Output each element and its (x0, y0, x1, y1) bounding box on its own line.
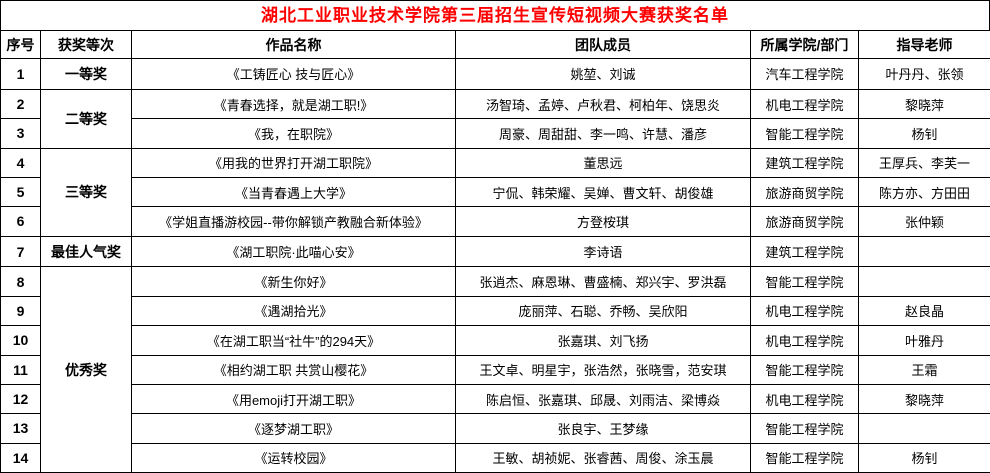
advisor-cell: 王厚兵、李芙一 (858, 147, 990, 178)
row-number-cell: 12 (0, 383, 41, 415)
table-row: 11 《相约湖工职 共赏山樱花》 王文卓、明星宇，张浩然，张晓雪，范安琪 智能工程学院… (0, 354, 990, 385)
table-row: 7 最佳人气奖 《湖工职院·此喵心安》 李诗语 建筑工程学院 (0, 235, 990, 268)
work-title-cell: 《工铸匠心 技与匠心》 (131, 58, 456, 90)
column-header-2: 作品名称 (131, 30, 456, 59)
advisor-cell (858, 413, 990, 444)
college-cell: 建筑工程学院 (750, 235, 859, 268)
work-title-cell: 《逐梦湖工职》 (131, 413, 456, 444)
table-row: 6 《学姐直播游校园--带你解锁产教融合新体验》 方登桉琪 旅游商贸学院 张仲颖 (0, 206, 990, 237)
row-number-cell: 7 (0, 235, 41, 268)
row-number-cell: 11 (0, 354, 41, 385)
college-cell: 智能工程学院 (750, 413, 859, 444)
team-members-cell: 周豪、周甜甜、李一鸣、许慧、潘彦 (455, 118, 751, 149)
page-title: 湖北工业职业技术学院第三届招生宣传短视频大赛获奖名单 (0, 0, 990, 30)
award-level-cell: 最佳人气奖 (40, 235, 132, 268)
row-number-cell: 5 (0, 176, 41, 208)
work-title-cell: 《运转校园》 (131, 442, 456, 473)
college-cell: 机电工程学院 (750, 88, 859, 120)
college-cell: 建筑工程学院 (750, 147, 859, 178)
table-row: 1 一等奖 《工铸匠心 技与匠心》 姚堃、刘诚 汽车工程学院 叶丹丹、张领 (0, 58, 990, 90)
college-cell: 智能工程学院 (750, 442, 859, 473)
row-number-cell: 9 (0, 295, 41, 327)
team-members-cell: 方登桉琪 (455, 206, 751, 237)
team-members-cell: 王文卓、明星宇，张浩然，张晓雪，范安琪 (455, 354, 751, 385)
work-title-cell: 《当青春遇上大学》 (131, 176, 456, 208)
table-row: 5 《当青春遇上大学》 宁侃、韩荣耀、吴婵、曹文轩、胡俊雄 旅游商贸学院 陈方亦、方田田 (0, 176, 990, 208)
work-title-cell: 《我，在职院》 (131, 118, 456, 149)
table-row: 3 《我，在职院》 周豪、周甜甜、李一鸣、许慧、潘彦 智能工程学院 杨钊 (0, 118, 990, 149)
awards-table: 序号 获奖等次 作品名称 团队成员 所属学院/部门 指导老师 1 一等奖 《工铸匠心 技与匠心… (0, 30, 990, 473)
advisor-cell: 陈方亦、方田田 (858, 176, 990, 208)
team-members-cell: 董思远 (455, 147, 751, 178)
team-members-cell: 张良宇、王梦缘 (455, 413, 751, 444)
advisor-cell (858, 266, 990, 297)
award-level-cell: 优秀奖 (40, 266, 132, 473)
table-row: 14 《运转校园》 王敏、胡祯妮、张睿茜、周俊、涂玉晨 智能工程学院 杨钊 (0, 442, 990, 473)
table-row: 9 《遇湖拾光》 庞丽萍、石聪、乔畅、吴欣阳 机电工程学院 赵良晶 (0, 295, 990, 327)
work-title-cell: 《在湖工职当“社牛”的294天》 (131, 325, 456, 356)
college-cell: 智能工程学院 (750, 266, 859, 297)
college-cell: 智能工程学院 (750, 118, 859, 149)
column-header-4: 所属学院/部门 (750, 30, 859, 59)
college-cell: 机电工程学院 (750, 295, 859, 327)
row-number-cell: 14 (0, 442, 41, 473)
team-members-cell: 李诗语 (455, 235, 751, 268)
row-number-cell: 8 (0, 266, 41, 297)
team-members-cell: 张嘉琪、刘飞扬 (455, 325, 751, 356)
row-number-cell: 3 (0, 118, 41, 149)
column-header-0: 序号 (0, 30, 41, 59)
row-number-cell: 10 (0, 325, 41, 356)
team-members-cell: 王敏、胡祯妮、张睿茜、周俊、涂玉晨 (455, 442, 751, 473)
table-row: 2 二等奖 《青春选择，就是湖工职!》 汤智琦、孟婷、卢秋君、柯柏年、饶思炎 机电工程学… (0, 88, 990, 149)
team-members-cell: 张逍杰、麻恩琳、曹盛楠、郑兴宇、罗洪磊 (455, 266, 751, 297)
column-header-1: 获奖等次 (40, 30, 132, 59)
table-row: 4 三等奖 《用我的世界打开湖工职院》 董思远 建筑工程学院 王厚兵、李芙一 (0, 147, 990, 237)
advisor-cell: 黎晓萍 (858, 383, 990, 415)
table-row: 10 《在湖工职当“社牛”的294天》 张嘉琪、刘飞扬 机电工程学院 叶雅丹 (0, 325, 990, 356)
work-title-cell: 《用emoji打开湖工职》 (131, 383, 456, 415)
college-cell: 机电工程学院 (750, 383, 859, 415)
table-row: 13 《逐梦湖工职》 张良宇、王梦缘 智能工程学院 (0, 413, 990, 444)
college-cell: 机电工程学院 (750, 325, 859, 356)
table-header-row: 序号 获奖等次 作品名称 团队成员 所属学院/部门 指导老师 (0, 30, 990, 59)
row-number-cell: 6 (0, 206, 41, 237)
column-header-5: 指导老师 (858, 30, 990, 59)
row-number-cell: 1 (0, 58, 41, 90)
work-title-cell: 《湖工职院·此喵心安》 (131, 235, 456, 268)
work-title-cell: 《学姐直播游校园--带你解锁产教融合新体验》 (131, 206, 456, 237)
team-members-cell: 姚堃、刘诚 (455, 58, 751, 90)
advisor-cell: 杨钊 (858, 442, 990, 473)
award-level-cell: 三等奖 (40, 147, 132, 237)
team-members-cell: 陈启恒、张嘉琪、邱晟、刘雨洁、梁博焱 (455, 383, 751, 415)
table-row: 8 优秀奖 《新生你好》 张逍杰、麻恩琳、曹盛楠、郑兴宇、罗洪磊 智能工程学院 (0, 266, 990, 473)
advisor-cell: 赵良晶 (858, 295, 990, 327)
work-title-cell: 《新生你好》 (131, 266, 456, 297)
work-title-cell: 《相约湖工职 共赏山樱花》 (131, 354, 456, 385)
column-header-3: 团队成员 (455, 30, 751, 59)
college-cell: 智能工程学院 (750, 354, 859, 385)
award-level-cell: 一等奖 (40, 58, 132, 90)
row-number-cell: 2 (0, 88, 41, 120)
table-row: 12 《用emoji打开湖工职》 陈启恒、张嘉琪、邱晟、刘雨洁、梁博焱 机电工程学院黎… (0, 383, 990, 415)
advisor-cell: 叶雅丹 (858, 325, 990, 356)
advisor-cell (858, 235, 990, 268)
college-cell: 旅游商贸学院 (750, 176, 859, 208)
advisor-cell: 叶丹丹、张领 (858, 58, 990, 90)
team-members-cell: 庞丽萍、石聪、乔畅、吴欣阳 (455, 295, 751, 327)
advisor-cell: 杨钊 (858, 118, 990, 149)
award-level-cell: 二等奖 (40, 88, 132, 149)
advisor-cell: 张仲颖 (858, 206, 990, 237)
advisor-cell: 王霜 (858, 354, 990, 385)
work-title-cell: 《遇湖拾光》 (131, 295, 456, 327)
row-number-cell: 13 (0, 413, 41, 444)
work-title-cell: 《用我的世界打开湖工职院》 (131, 147, 456, 178)
work-title-cell: 《青春选择，就是湖工职!》 (131, 88, 456, 120)
team-members-cell: 宁侃、韩荣耀、吴婵、曹文轩、胡俊雄 (455, 176, 751, 208)
college-cell: 汽车工程学院 (750, 58, 859, 90)
college-cell: 旅游商贸学院 (750, 206, 859, 237)
advisor-cell: 黎晓萍 (858, 88, 990, 120)
row-number-cell: 4 (0, 147, 41, 178)
team-members-cell: 汤智琦、孟婷、卢秋君、柯柏年、饶思炎 (455, 88, 751, 120)
